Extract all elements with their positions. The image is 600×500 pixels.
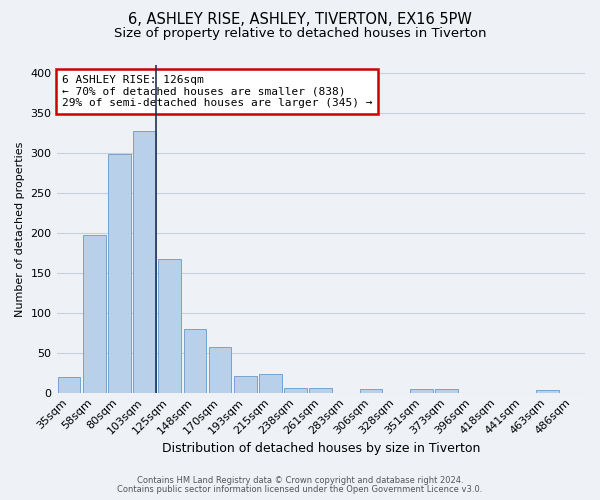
Text: 6, ASHLEY RISE, ASHLEY, TIVERTON, EX16 5PW: 6, ASHLEY RISE, ASHLEY, TIVERTON, EX16 5… [128,12,472,28]
Bar [410,390,433,392]
Text: Size of property relative to detached houses in Tiverton: Size of property relative to detached ho… [114,28,486,40]
Text: Contains HM Land Registry data © Crown copyright and database right 2024.: Contains HM Land Registry data © Crown c… [137,476,463,485]
Bar [435,390,458,392]
Bar [58,376,80,392]
Bar [133,132,156,392]
Bar [234,376,257,392]
Y-axis label: Number of detached properties: Number of detached properties [15,141,25,316]
Bar [284,388,307,392]
Bar [360,390,382,392]
Bar [83,235,106,392]
Bar [259,374,282,392]
Bar [184,329,206,392]
X-axis label: Distribution of detached houses by size in Tiverton: Distribution of detached houses by size … [161,442,480,455]
Bar [158,259,181,392]
Bar [310,388,332,392]
Bar [108,154,131,392]
Bar [209,347,232,393]
Text: 6 ASHLEY RISE: 126sqm
← 70% of detached houses are smaller (838)
29% of semi-det: 6 ASHLEY RISE: 126sqm ← 70% of detached … [62,75,373,108]
Bar [536,390,559,392]
Text: Contains public sector information licensed under the Open Government Licence v3: Contains public sector information licen… [118,484,482,494]
